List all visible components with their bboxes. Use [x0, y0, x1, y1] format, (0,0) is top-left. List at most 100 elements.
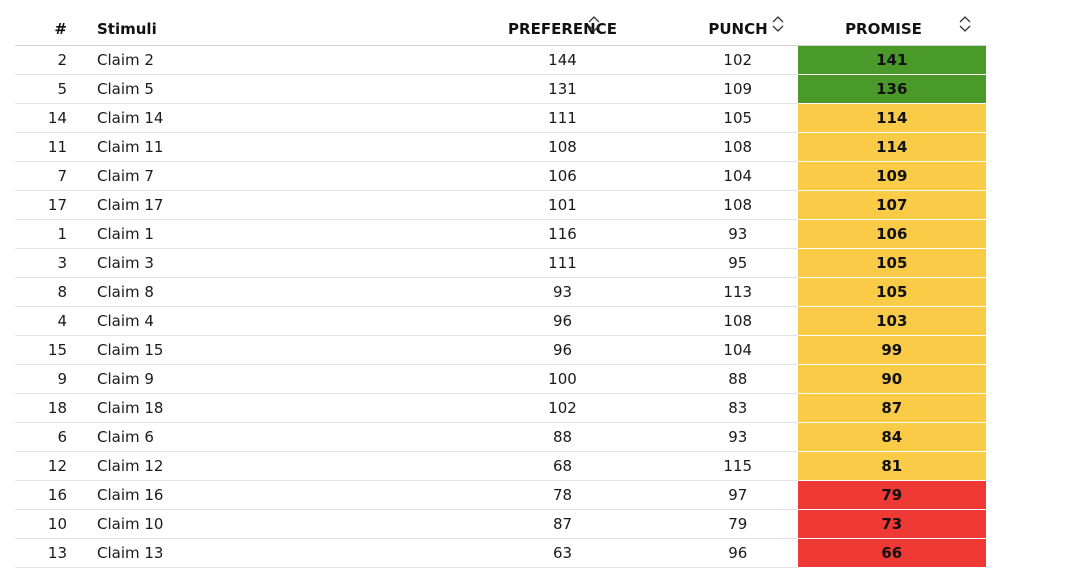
cell-preference: 108	[390, 132, 635, 162]
cell-preference-value: 96	[552, 311, 573, 330]
cell-num: 12	[15, 451, 85, 481]
cell-preference: 68	[390, 451, 635, 481]
cell-preference: 78	[390, 480, 635, 510]
cell-punch-value: 95	[728, 253, 748, 272]
cell-punch-value: 83	[728, 398, 748, 417]
cell-stimuli: Claim 18	[85, 393, 390, 423]
cell-stimuli: Claim 15	[85, 335, 390, 365]
table-body: 2 Claim 2 144 102 141 5 Claim 5 131 109 136 14 Clai…	[15, 45, 986, 568]
cell-punch-value: 113	[723, 282, 753, 301]
cell-num: 6	[15, 422, 85, 452]
cell-promise: 105	[796, 248, 986, 278]
table-row: 14 Claim 14 111 105 114	[15, 103, 986, 133]
cell-punch-value: 97	[728, 485, 748, 504]
cell-preference: 111	[390, 248, 635, 278]
cell-promise: 114	[796, 103, 986, 133]
cell-preference-value: 63	[552, 543, 573, 562]
cell-num: 16	[15, 480, 85, 510]
cell-stimuli: Claim 14	[85, 103, 390, 133]
header-row: # Stimuli PREFERENCE PUNCH	[15, 10, 986, 46]
table-header: # Stimuli PREFERENCE PUNCH	[15, 10, 986, 46]
cell-punch: 105	[635, 103, 797, 133]
table-row: 18 Claim 18 102 83 87	[15, 393, 986, 423]
cell-promise: 136	[796, 74, 986, 104]
cell-punch-value: 108	[723, 137, 753, 156]
cell-punch: 93	[635, 422, 797, 452]
header-punch-label: PUNCH	[708, 20, 768, 39]
cell-stimuli: Claim 12	[85, 451, 390, 481]
cell-preference-value: 144	[548, 50, 577, 69]
cell-punch-value: 105	[723, 108, 753, 127]
cell-preference: 93	[390, 277, 635, 307]
table-row: 13 Claim 13 63 96 66	[15, 538, 986, 568]
table-row: 12 Claim 12 68 115 81	[15, 451, 986, 481]
cell-preference-value: 131	[548, 79, 577, 98]
cell-preference-value: 100	[548, 369, 577, 388]
table-row: 3 Claim 3 111 95 105	[15, 248, 986, 278]
cell-promise: 106	[796, 219, 986, 249]
cell-stimuli: Claim 9	[85, 364, 390, 394]
cell-stimuli: Claim 16	[85, 480, 390, 510]
header-preference[interactable]: PREFERENCE	[390, 10, 635, 46]
cell-punch: 93	[635, 219, 797, 249]
cell-num: 11	[15, 132, 85, 162]
cell-stimuli: Claim 10	[85, 509, 390, 539]
cell-punch-value: 108	[723, 195, 753, 214]
cell-punch: 79	[635, 509, 797, 539]
table-row: 2 Claim 2 144 102 141	[15, 45, 986, 75]
cell-stimuli: Claim 13	[85, 538, 390, 568]
cell-num: 15	[15, 335, 85, 365]
cell-punch: 88	[635, 364, 797, 394]
cell-punch-value: 96	[728, 543, 748, 562]
table-row: 17 Claim 17 101 108 107	[15, 190, 986, 220]
cell-preference-value: 101	[548, 195, 577, 214]
header-preference-label: PREFERENCE	[508, 20, 617, 39]
sort-updown-icon[interactable]	[771, 14, 785, 34]
results-table-container: # Stimuli PREFERENCE PUNCH	[15, 10, 986, 568]
cell-num: 2	[15, 45, 85, 75]
cell-promise: 105	[796, 277, 986, 307]
cell-punch-value: 109	[723, 79, 753, 98]
cell-preference-value: 108	[548, 137, 577, 156]
cell-stimuli: Claim 8	[85, 277, 390, 307]
cell-stimuli: Claim 11	[85, 132, 390, 162]
cell-num: 1	[15, 219, 85, 249]
sort-updown-icon[interactable]	[958, 14, 972, 34]
header-promise[interactable]: PROMISE	[797, 10, 986, 46]
cell-preference: 63	[390, 538, 635, 568]
cell-preference-value: 68	[552, 456, 573, 475]
cell-punch: 104	[635, 335, 797, 365]
cell-num: 14	[15, 103, 85, 133]
cell-punch: 109	[635, 74, 797, 104]
cell-promise: 84	[796, 422, 986, 452]
cell-preference: 131	[390, 74, 635, 104]
sort-updown-icon[interactable]	[587, 14, 601, 34]
cell-preference-value: 88	[552, 427, 573, 446]
table-row: 9 Claim 9 100 88 90	[15, 364, 986, 394]
header-num: #	[15, 10, 85, 46]
results-table: # Stimuli PREFERENCE PUNCH	[15, 10, 986, 568]
cell-stimuli: Claim 1	[85, 219, 390, 249]
cell-stimuli: Claim 4	[85, 306, 390, 336]
cell-punch: 102	[635, 45, 797, 75]
cell-promise: 90	[796, 364, 986, 394]
cell-punch-value: 104	[723, 340, 753, 359]
cell-punch-value: 104	[723, 166, 753, 185]
cell-preference: 111	[390, 103, 635, 133]
cell-preference: 101	[390, 190, 635, 220]
cell-preference-value: 102	[548, 398, 577, 417]
cell-punch: 108	[635, 132, 797, 162]
header-punch[interactable]: PUNCH	[635, 10, 797, 46]
cell-preference: 100	[390, 364, 635, 394]
cell-punch-value: 79	[728, 514, 748, 533]
cell-preference-value: 116	[548, 224, 577, 243]
cell-stimuli: Claim 6	[85, 422, 390, 452]
cell-punch-value: 102	[723, 50, 753, 69]
cell-preference-value: 93	[552, 282, 573, 301]
cell-stimuli: Claim 3	[85, 248, 390, 278]
table-row: 4 Claim 4 96 108 103	[15, 306, 986, 336]
header-stimuli: Stimuli	[85, 10, 390, 46]
cell-stimuli: Claim 7	[85, 161, 390, 191]
cell-punch: 97	[635, 480, 797, 510]
cell-promise: 114	[796, 132, 986, 162]
